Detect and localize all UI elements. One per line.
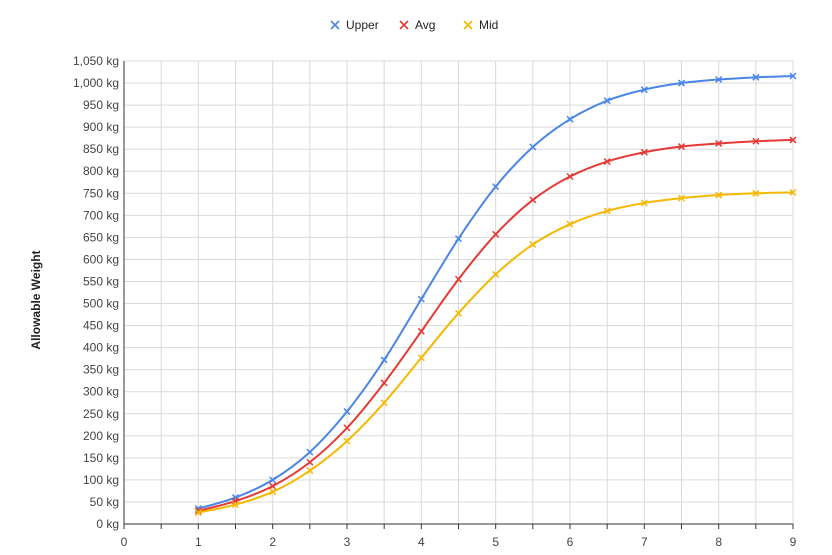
y-tick-label: 150 kg	[83, 451, 119, 465]
data-point-marker	[380, 399, 388, 407]
y-tick-label: 950 kg	[83, 98, 119, 112]
y-tick-label: 200 kg	[83, 429, 119, 443]
data-point-marker	[529, 240, 537, 248]
data-point-marker	[677, 143, 686, 151]
data-point-marker	[380, 356, 388, 364]
x-tick-label: 8	[715, 535, 722, 549]
legend-label: Upper	[346, 18, 379, 32]
data-point-marker	[269, 482, 277, 490]
data-point-marker	[715, 75, 723, 84]
x-tick-label: 9	[790, 535, 797, 549]
data-point-marker	[789, 188, 797, 196]
series-upper	[194, 72, 797, 513]
data-point-marker	[752, 189, 760, 197]
legend-marker-x-icon	[330, 20, 340, 30]
x-tick-label: 0	[121, 535, 128, 549]
y-tick-label: 700 kg	[83, 208, 119, 222]
legend-item-mid[interactable]: Mid	[463, 18, 498, 32]
y-tick-label: 450 kg	[83, 319, 119, 333]
data-point-marker	[677, 79, 686, 87]
data-point-marker	[715, 191, 723, 199]
x-tick-label: 4	[418, 535, 425, 549]
axes	[123, 61, 794, 529]
y-tick-label: 400 kg	[83, 341, 119, 355]
data-point-marker	[492, 230, 500, 238]
data-point-marker	[640, 199, 648, 207]
data-point-marker	[306, 448, 314, 456]
data-point-marker	[529, 143, 537, 151]
y-tick-label: 750 kg	[83, 186, 119, 200]
data-point-marker	[752, 73, 760, 81]
x-tick-label: 5	[492, 535, 499, 549]
data-point-marker	[603, 97, 611, 105]
data-point-marker	[566, 172, 574, 181]
data-point-marker	[380, 379, 388, 387]
data-point-marker	[752, 137, 760, 145]
data-point-marker	[789, 136, 797, 144]
data-point-marker	[566, 115, 574, 123]
series-avg	[194, 136, 797, 515]
legend-marker-x-icon	[399, 20, 409, 30]
y-tick-label: 350 kg	[83, 363, 119, 377]
y-tick-label: 800 kg	[83, 164, 119, 178]
data-point-marker	[603, 158, 611, 166]
x-axis-tick-labels: 0 1 2 3 4 5 6 7 8 9	[121, 535, 797, 549]
legend-label: Mid	[479, 18, 498, 32]
legend-label: Avg	[415, 18, 435, 32]
data-point-marker	[454, 309, 463, 317]
data-point-marker	[194, 509, 202, 517]
series-mid	[194, 188, 797, 517]
x-tick-label: 2	[269, 535, 276, 549]
data-point-marker	[306, 467, 314, 475]
y-tick-label: 0 kg	[96, 517, 119, 531]
x-tick-label: 7	[641, 535, 648, 549]
legend: Upper Avg Mid	[330, 18, 498, 32]
legend-marker-x-icon	[463, 20, 473, 30]
data-point-marker	[343, 424, 351, 432]
y-tick-label: 250 kg	[83, 407, 119, 421]
data-point-marker	[454, 275, 463, 283]
data-point-marker	[343, 437, 351, 445]
data-point-marker	[343, 408, 351, 416]
y-tick-label: 550 kg	[83, 274, 119, 288]
data-point-marker	[492, 183, 500, 191]
y-tick-label: 650 kg	[83, 230, 119, 244]
x-tick-label: 1	[195, 535, 202, 549]
y-axis-tick-labels: 0 kg 50 kg 100 kg 150 kg 200 kg 250 kg 300 kg 3…	[73, 54, 119, 531]
y-tick-label: 1,050 kg	[73, 54, 119, 68]
legend-item-upper[interactable]: Upper	[330, 18, 379, 32]
data-point-marker	[529, 196, 537, 204]
y-tick-label: 600 kg	[83, 252, 119, 266]
data-point-marker	[417, 327, 425, 335]
series-group	[194, 72, 797, 517]
y-tick-label: 300 kg	[83, 385, 119, 399]
y-tick-label: 900 kg	[83, 120, 119, 134]
grid	[123, 60, 794, 524]
data-point-marker	[640, 86, 648, 94]
legend-item-avg[interactable]: Avg	[399, 18, 435, 32]
y-tick-label: 850 kg	[83, 142, 119, 156]
data-point-marker	[269, 476, 277, 484]
data-point-marker	[640, 148, 648, 156]
data-point-marker	[417, 354, 425, 362]
y-axis-label: Allowable Weight	[29, 250, 43, 349]
x-tick-label: 6	[567, 535, 574, 549]
y-tick-label: 1,000 kg	[73, 76, 119, 90]
x-tick-label: 3	[344, 535, 351, 549]
data-point-marker	[417, 295, 425, 303]
y-tick-label: 500 kg	[83, 297, 119, 311]
data-point-marker	[454, 235, 463, 243]
data-point-marker	[603, 207, 611, 215]
data-point-marker	[677, 194, 686, 202]
data-point-marker	[789, 72, 797, 80]
data-point-marker	[715, 139, 723, 147]
y-tick-label: 50 kg	[90, 495, 119, 509]
data-point-marker	[306, 458, 314, 466]
data-point-marker	[566, 220, 574, 228]
y-tick-label: 100 kg	[83, 473, 119, 487]
data-point-marker	[269, 488, 277, 496]
data-point-marker	[492, 270, 500, 278]
data-point-marker	[231, 501, 240, 509]
